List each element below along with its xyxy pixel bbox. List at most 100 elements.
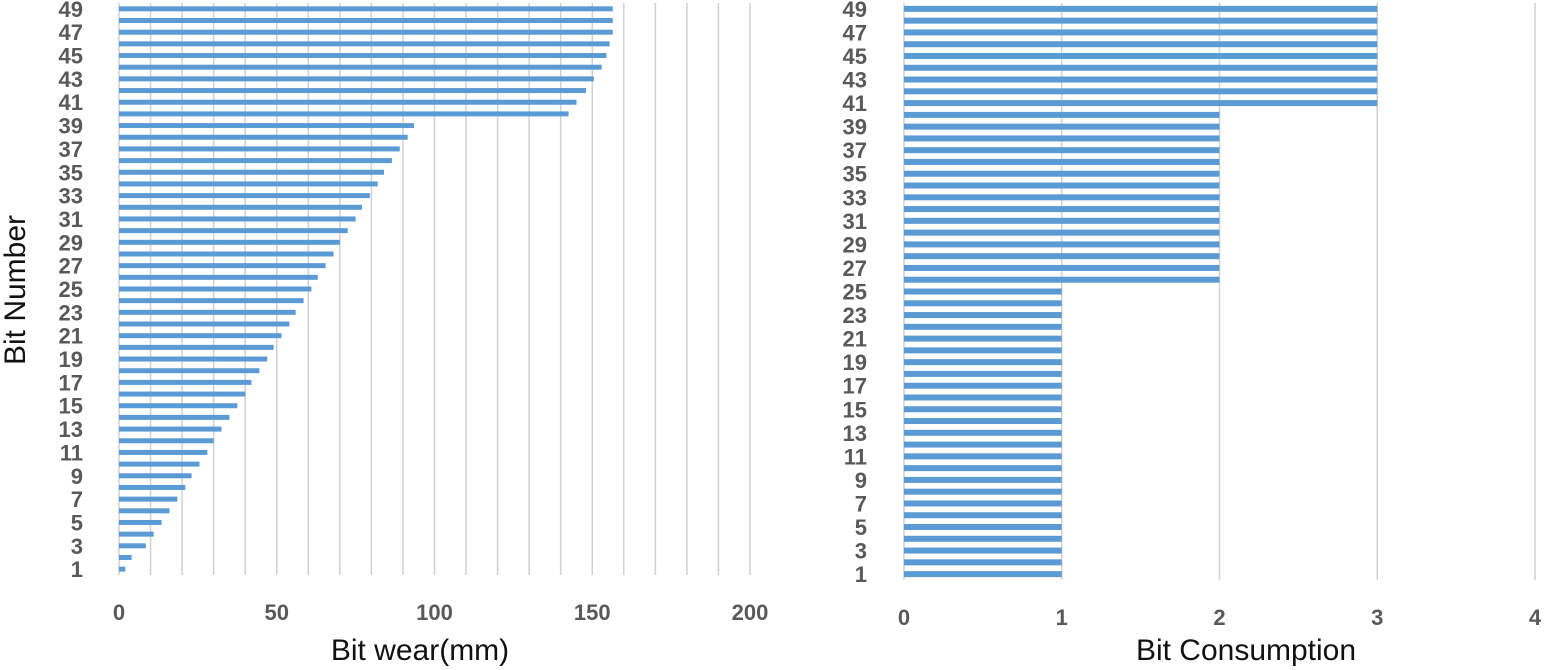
consumption-bar-19: [904, 359, 1062, 366]
wear-bar-28: [119, 251, 334, 257]
wear-bar-37: [119, 146, 400, 152]
consumption-bar-13: [904, 429, 1062, 436]
wear-ytick-label: 39: [59, 114, 83, 139]
wear-ytick-label: 9: [71, 464, 83, 489]
wear-bar-16: [119, 391, 246, 397]
wear-bar-11: [119, 449, 208, 455]
wear-bar-45: [119, 53, 607, 59]
wear-bar-35: [119, 169, 385, 175]
wear-bar-33: [119, 193, 370, 199]
wear-bar-41: [119, 99, 577, 105]
consumption-xtick-label: 0: [898, 605, 910, 630]
bit-wear-xlabel: Bit wear(mm): [331, 634, 509, 667]
wear-ytick-label: 25: [59, 277, 83, 302]
consumption-bar-45: [904, 52, 1378, 59]
wear-ytick-label: 49: [59, 0, 83, 22]
wear-bar-25: [119, 286, 312, 292]
consumption-bar-49: [904, 5, 1378, 12]
consumption-bar-11: [904, 453, 1062, 460]
bit-wear-chart: 1357911131517192123252729313335373941434…: [0, 0, 768, 667]
consumption-xtick-label: 2: [1213, 605, 1225, 630]
consumption-ytick-label: 15: [843, 397, 867, 422]
consumption-bar-4: [904, 535, 1062, 542]
wear-bar-3: [119, 543, 146, 549]
wear-bar-4: [119, 531, 154, 537]
wear-bar-9: [119, 473, 192, 479]
wear-ytick-label: 27: [59, 254, 83, 279]
wear-ytick-label: 21: [59, 324, 83, 349]
wear-bar-7: [119, 496, 178, 502]
wear-ytick-label: 13: [59, 417, 83, 442]
wear-ytick-label: 3: [71, 534, 83, 559]
consumption-bar-6: [904, 512, 1062, 519]
consumption-bar-27: [904, 264, 1220, 271]
consumption-bar-16: [904, 394, 1062, 401]
wear-xtick-label: 100: [416, 600, 453, 625]
wear-bar-40: [119, 111, 569, 117]
consumption-ytick-label: 47: [843, 20, 867, 45]
consumption-xtick-label: 4: [1529, 605, 1542, 630]
consumption-bar-8: [904, 488, 1062, 495]
wear-bar-14: [119, 414, 230, 420]
consumption-ytick-label: 3: [855, 539, 867, 564]
wear-bar-38: [119, 134, 408, 140]
consumption-bar-15: [904, 406, 1062, 413]
wear-bar-26: [119, 274, 318, 280]
consumption-ytick-label: 7: [855, 491, 867, 516]
wear-bar-23: [119, 309, 296, 315]
consumption-bar-36: [904, 158, 1220, 165]
consumption-bar-2: [904, 559, 1062, 566]
consumption-bar-46: [904, 41, 1378, 48]
bit-number-ylabel: Bit Number: [0, 215, 32, 365]
wear-ytick-label: 43: [59, 67, 83, 92]
wear-bar-36: [119, 158, 392, 164]
wear-bar-17: [119, 379, 252, 385]
consumption-bar-7: [904, 500, 1062, 507]
wear-ytick-label: 7: [71, 487, 83, 512]
wear-bar-31: [119, 216, 356, 222]
wear-xtick-label: 150: [574, 600, 611, 625]
consumption-ytick-label: 25: [843, 280, 867, 305]
consumption-bar-41: [904, 100, 1378, 107]
consumption-bar-20: [904, 347, 1062, 354]
consumption-ytick-label: 11: [844, 444, 867, 469]
wear-ytick-label: 41: [59, 90, 83, 115]
consumption-bar-25: [904, 288, 1062, 295]
wear-ytick-label: 45: [59, 44, 83, 69]
consumption-ytick-label: 39: [843, 115, 867, 140]
wear-xtick-label: 0: [113, 600, 125, 625]
consumption-bar-26: [904, 276, 1220, 283]
consumption-ytick-label: 49: [843, 0, 867, 22]
wear-bar-21: [119, 333, 282, 339]
consumption-bar-40: [904, 111, 1220, 118]
consumption-bar-38: [904, 135, 1220, 142]
wear-bar-30: [119, 228, 348, 234]
consumption-ytick-label: 23: [843, 303, 867, 328]
consumption-xtick-label: 1: [1056, 605, 1068, 630]
consumption-bar-28: [904, 253, 1220, 260]
wear-bar-15: [119, 403, 238, 409]
consumption-bar-30: [904, 229, 1220, 236]
consumption-bar-22: [904, 323, 1062, 330]
consumption-ytick-label: 43: [843, 68, 867, 93]
consumption-ytick-label: 21: [843, 327, 867, 352]
consumption-ytick-label: 41: [843, 91, 867, 116]
consumption-bar-43: [904, 76, 1378, 83]
consumption-xtick-label: 3: [1371, 605, 1383, 630]
wear-bar-18: [119, 368, 260, 374]
consumption-bar-29: [904, 241, 1220, 248]
consumption-bar-31: [904, 217, 1220, 224]
wear-bar-49: [119, 6, 613, 12]
consumption-bar-17: [904, 382, 1062, 389]
wear-bar-32: [119, 204, 362, 210]
wear-bar-47: [119, 29, 613, 35]
consumption-ytick-label: 33: [843, 185, 867, 210]
wear-bar-43: [119, 76, 594, 82]
consumption-bar-35: [904, 170, 1220, 177]
wear-bar-24: [119, 298, 304, 304]
wear-bar-27: [119, 263, 326, 269]
wear-ytick-label: 5: [71, 510, 83, 535]
consumption-bar-18: [904, 370, 1062, 377]
consumption-bar-23: [904, 312, 1062, 319]
consumption-ytick-label: 5: [855, 515, 867, 540]
